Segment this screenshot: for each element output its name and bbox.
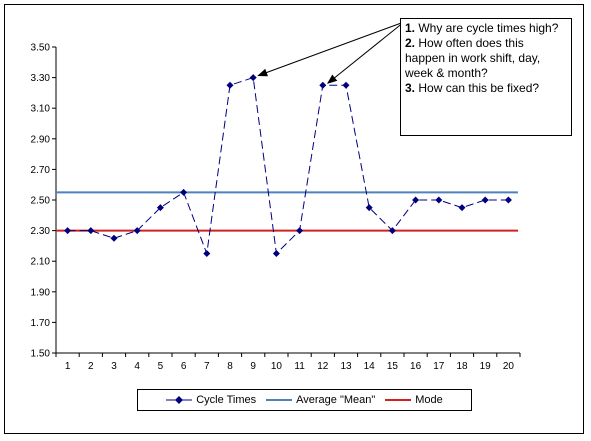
y-tick-label: 1.50 bbox=[31, 349, 51, 360]
x-tick-label: 3 bbox=[111, 361, 117, 372]
x-tick-label: 2 bbox=[88, 361, 94, 372]
cycle-times-point bbox=[319, 81, 327, 89]
series-layer bbox=[56, 74, 518, 258]
cycle-times-point bbox=[110, 234, 118, 242]
x-tick-label: 20 bbox=[503, 361, 515, 372]
cycle-times-point bbox=[481, 196, 489, 204]
callout-box: 1. Why are cycle times high? 2. How ofte… bbox=[400, 18, 572, 136]
cycle-times-point bbox=[412, 196, 420, 204]
cycle-times-point bbox=[249, 74, 257, 82]
x-tick-label: 1 bbox=[65, 361, 71, 372]
callout-arrows bbox=[257, 21, 405, 84]
cycle-times-point bbox=[296, 227, 304, 235]
y-tick-label: 2.10 bbox=[31, 257, 51, 268]
x-tick-label: 19 bbox=[480, 361, 492, 372]
x-tick-label: 8 bbox=[227, 361, 233, 372]
cycle-times-point bbox=[435, 196, 443, 204]
cycle-times-line bbox=[67, 76, 509, 255]
callout-arrow bbox=[257, 21, 405, 77]
cycle-times-point bbox=[203, 250, 211, 258]
legend-item-mode: Mode bbox=[385, 394, 443, 406]
legend-label-mean: Average "Mean" bbox=[296, 394, 376, 406]
cycle-times-point bbox=[504, 196, 512, 204]
legend-label-cycle-times: Cycle Times bbox=[196, 394, 257, 406]
y-tick-label: 3.30 bbox=[31, 73, 51, 84]
y-tick-label: 1.70 bbox=[31, 318, 51, 329]
cycle-times-point bbox=[342, 81, 350, 89]
cycle-times-point bbox=[156, 204, 164, 212]
x-tick-label: 10 bbox=[271, 361, 283, 372]
cycle-times-point bbox=[87, 227, 95, 235]
x-tick-label: 4 bbox=[134, 361, 140, 372]
callout-arrow bbox=[327, 21, 405, 84]
y-tick-label: 2.70 bbox=[31, 165, 51, 176]
x-tick-label: 6 bbox=[181, 361, 187, 372]
legend-swatch-cycle-times bbox=[166, 396, 193, 404]
x-tick-label: 18 bbox=[456, 361, 468, 372]
x-tick-label: 12 bbox=[317, 361, 329, 372]
x-tick-label: 16 bbox=[410, 361, 422, 372]
x-tick-label: 7 bbox=[204, 361, 210, 372]
legend-item-mean: Average "Mean" bbox=[266, 394, 375, 406]
x-tick-label: 15 bbox=[387, 361, 399, 372]
y-tick-label: 3.50 bbox=[31, 43, 51, 54]
x-tick-label: 13 bbox=[340, 361, 352, 372]
legend-item-cycle-times: Cycle Times bbox=[166, 394, 256, 406]
y-tick-label: 1.90 bbox=[31, 287, 51, 298]
callout-item-2: 2. How often does this happen in work sh… bbox=[405, 36, 541, 80]
x-tick-label: 5 bbox=[158, 361, 164, 372]
x-tick-label: 14 bbox=[364, 361, 376, 372]
cycle-times-point bbox=[64, 227, 72, 235]
cycle-times-point bbox=[365, 204, 373, 212]
cycle-times-point bbox=[458, 204, 466, 212]
y-tick-label: 2.50 bbox=[31, 196, 51, 207]
x-tick-label: 17 bbox=[433, 361, 445, 372]
cycle-times-point bbox=[388, 227, 396, 235]
x-tick-label: 9 bbox=[250, 361, 256, 372]
axes: 1.50 1.70 1.90 2.10 2.30 2.50 2.70 2.90 3.10 3.30… bbox=[31, 43, 521, 372]
legend-label-mode: Mode bbox=[415, 394, 443, 406]
legend: Cycle Times Average "Mean" Mode bbox=[137, 389, 472, 411]
cycle-times-point bbox=[272, 250, 280, 258]
y-tick-label: 2.30 bbox=[31, 226, 51, 237]
cycle-times-point bbox=[133, 227, 141, 235]
cycle-times-point bbox=[180, 188, 188, 196]
legend-swatch-mode bbox=[385, 399, 412, 401]
legend-swatch-mean bbox=[266, 399, 293, 401]
x-tick-label: 11 bbox=[294, 361, 305, 372]
callout-item-3: 3. How can this be fixed? bbox=[405, 81, 540, 95]
callout-item-1: 1. Why are cycle times high? bbox=[405, 21, 559, 35]
y-tick-label: 3.10 bbox=[31, 104, 51, 115]
y-tick-label: 2.90 bbox=[31, 134, 51, 145]
cycle-times-point bbox=[226, 81, 234, 89]
